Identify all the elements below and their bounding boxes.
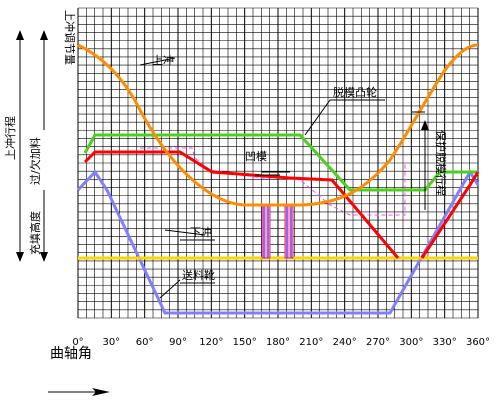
x-tick-label: 60° (136, 337, 154, 348)
stripping-cam-curve (83, 133, 478, 192)
x-tick-label: 90° (169, 337, 187, 348)
x-tick-label: 270° (366, 337, 390, 348)
x-axis-ticks: 0° 30° 60° 90° 120° 150° 180° 210° 240° 270° 300° 3… (72, 337, 490, 348)
label-fill-height: 充填高度 (28, 211, 42, 255)
grid (77, 7, 479, 319)
direction-arrow (48, 388, 110, 396)
leader-lines (19, 35, 426, 299)
x-tick-label: 360° (466, 337, 490, 348)
x-tick-label: 120° (199, 337, 223, 348)
label-over-under-fill: 过/欠加料 (28, 137, 42, 185)
label-protect-stripping-stroke: 保护脱模行程 (434, 130, 448, 196)
die-curve-rise (420, 171, 480, 259)
label-stripping-cam: 脱模凸轮 (333, 85, 377, 99)
x-tick-label: 180° (266, 337, 290, 348)
label-upper-punch-stroke: 上冲行程 (3, 116, 17, 160)
upper-punch-curve (77, 43, 479, 207)
label-upper-punch: 上冲 (152, 53, 174, 67)
x-tick-label: 150° (233, 337, 257, 348)
x-tick-label: 330° (433, 337, 457, 348)
x-tick-label: 210° (299, 337, 323, 348)
x-axis-label: 曲轴角 (50, 346, 92, 362)
label-upper-punch-adjust: 上冲调节量 (63, 10, 77, 65)
label-lower-punch: 下冲 (190, 225, 212, 239)
x-tick-label: 300° (399, 337, 423, 348)
label-die: 凹模 (245, 150, 267, 163)
dimension-arrows (16, 30, 429, 262)
x-tick-label: 30° (102, 337, 120, 348)
compression-columns (261, 204, 294, 259)
die-dashed-curve (140, 147, 406, 216)
die-curve (83, 150, 400, 259)
label-feed-shoe: 送料靴 (182, 268, 215, 282)
x-tick-label: 0° (72, 337, 83, 348)
x-tick-label: 240° (333, 337, 357, 348)
